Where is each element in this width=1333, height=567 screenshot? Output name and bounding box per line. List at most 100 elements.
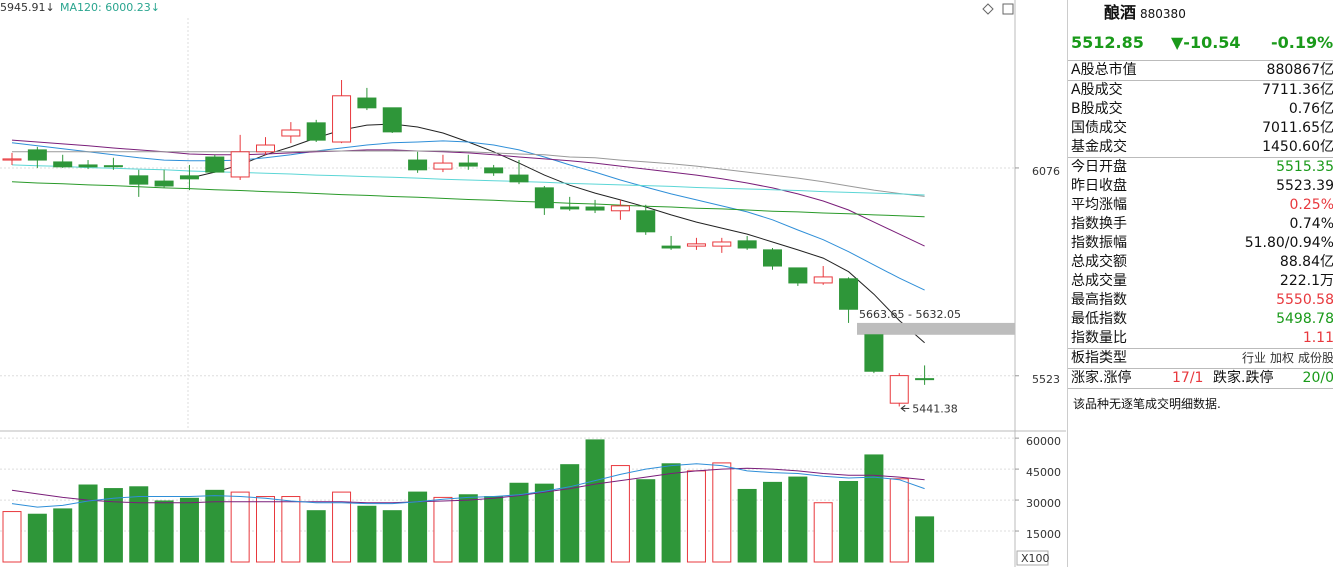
ma-line [11,164,925,196]
stat-value: 5498.78 [1276,311,1333,327]
price-change: ▼-10.54 [1171,32,1241,52]
y-tick-label: 15000 [1026,528,1061,541]
candle-body [763,249,782,267]
stat-row: 平均涨幅 0.25% [1068,196,1333,215]
type-row: 板指类型 行业 加权 成份股 [1068,349,1333,368]
stat-label: 最低指数 [1071,311,1127,327]
type-option[interactable]: 成份股 [1297,351,1333,365]
candle-body [281,129,301,137]
volume-bar [484,496,504,563]
candle-body [712,241,732,247]
volume-bar [129,486,149,563]
volume-bar [382,510,402,563]
volume-bar [433,496,453,563]
stat-row: 最高指数 5550.58 [1068,291,1333,310]
candle-body [788,267,808,284]
stat-group: A股总市值 880867亿 [1068,61,1333,81]
stat-label: 总成交额 [1071,254,1127,270]
volume-bar [256,496,275,563]
breadth-row: 涨家.涨停 17/1 跌家.跌停 20/0 [1068,369,1333,388]
ma-line [11,140,925,291]
volume-bar [737,488,757,563]
stat-label: 最高指数 [1071,292,1127,308]
note: 该品种无逐笔成交明细数据. [1073,397,1221,411]
volume-bar [103,488,123,563]
stat-label: 总成交量 [1071,273,1127,289]
volume-bar [534,483,554,563]
stat-row: 总成交额 88.84亿 [1068,253,1333,272]
candle-body [534,187,554,209]
stat-label: 跌家.跌停 [1213,370,1274,386]
stat-value: 5523.39 [1276,178,1333,194]
stat-label: 国债成交 [1071,120,1127,136]
candle-body [332,95,352,143]
stat-value: 5550.58 [1276,292,1333,308]
gap-band [857,322,1015,335]
volume-bar [230,491,250,563]
stat-row: 指数量比 1.11 [1068,329,1333,348]
stat-label: 涨家.涨停 [1071,370,1132,386]
candle-body [686,243,706,247]
index-code: 880380 [1140,7,1186,21]
ma-label: MA120: 6000.23↓ [60,1,160,14]
gap-label: 5663.65 - 5632.05 [859,308,961,321]
y-tick-label: 6076 [1032,165,1060,178]
y-tick-label: 5523 [1032,373,1060,386]
stat-value: 17/1 [1172,370,1204,386]
volume-unit: X100 [1021,552,1050,565]
stat-value: 0.74% [1289,216,1333,232]
stats: A股总市值 880867亿 A股成交 7711.36亿 B股成交 0.76亿 国债成交 701… [1068,61,1333,349]
candle-body [458,162,478,167]
stat-row: 国债成交 7011.65亿 [1068,119,1333,138]
volume-bar [839,480,859,563]
tool-icon[interactable] [1002,3,1014,15]
volume-bar [560,464,580,563]
stat-value: 51.80/0.94% [1244,235,1333,251]
stat-label: A股成交 [1071,82,1123,98]
candle-body [585,206,605,211]
stat-label: 昨日收盘 [1071,178,1127,194]
volume-bar [636,479,656,563]
candle-body [256,144,275,153]
chart: X100 5945.91↓ MA120: 6000.23↓ 6076 5523 15… [0,0,1066,567]
stat-label: 今日开盘 [1071,159,1127,175]
volume-bar [2,511,22,563]
stat-row: 指数换手 0.74% [1068,215,1333,234]
tool-icon[interactable] [982,3,994,15]
stat-value: 1450.60亿 [1262,139,1333,155]
volume-bar [27,513,47,563]
volume-bar [205,489,225,563]
candle-body [306,122,326,141]
candle-body [661,245,681,249]
last-price: 5512.85 [1071,32,1144,52]
candle-body [179,175,199,180]
stat-value: 88.84亿 [1279,254,1333,270]
type-option[interactable]: 加权 [1269,351,1294,365]
stat-group: 今日开盘 5515.35 昨日收盘 5523.39 平均涨幅 0.25% 指数换手 0.74%… [1068,158,1333,349]
candle-body [129,175,149,185]
volume-bar [864,454,884,563]
price-row: 5512.85 ▼-10.54 -0.19% [1068,24,1333,61]
stat-label: 平均涨幅 [1071,197,1127,213]
stat-row: 基金成交 1450.60亿 [1068,138,1333,157]
volume-bar [154,500,174,563]
stat-label: 板指类型 [1071,350,1127,366]
volume-bar [712,462,732,563]
stat-label: 基金成交 [1071,139,1127,155]
candle-body [382,107,402,133]
stat-row: A股总市值 880867亿 [1068,61,1333,80]
breadth-group: 涨家.涨停 17/1 跌家.跌停 20/0 [1068,369,1333,389]
stat-label: 指数振幅 [1071,235,1127,251]
stat-value: 20/0 [1302,370,1333,386]
stat-row: 指数振幅 51.80/0.94% [1068,234,1333,253]
ma-label: 5945.91↓ [0,1,55,14]
stat-label: 指数换手 [1071,216,1127,232]
stat-label: B股成交 [1071,101,1123,117]
candle-body [509,174,529,183]
type-option[interactable]: 行业 [1241,351,1266,365]
candle-body [813,276,833,284]
index-name: 酿酒 [1104,3,1137,22]
candle-body [230,151,250,178]
stat-row: 今日开盘 5515.35 [1068,158,1333,177]
